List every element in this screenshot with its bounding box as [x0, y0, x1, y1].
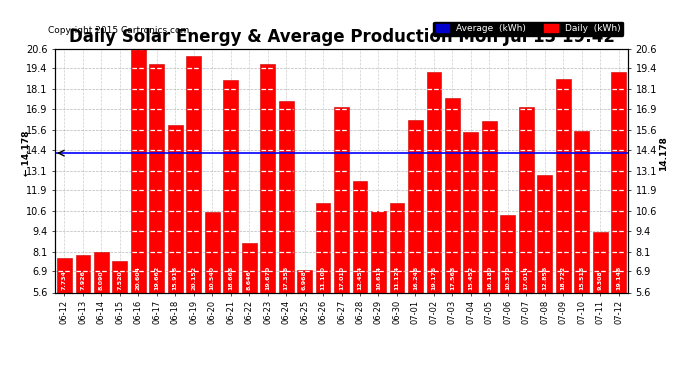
Text: 7.926: 7.926 — [81, 270, 86, 290]
Text: 17.356: 17.356 — [284, 266, 288, 290]
Text: 7.520: 7.520 — [117, 270, 122, 290]
Text: 9.308: 9.308 — [598, 270, 602, 290]
Bar — [574, 131, 589, 375]
Bar — [297, 270, 312, 375]
Text: 10.614: 10.614 — [376, 266, 381, 290]
Text: 14.178: 14.178 — [660, 136, 669, 171]
Bar — [426, 72, 442, 375]
Bar — [390, 203, 404, 375]
Bar — [464, 132, 478, 375]
Title: Daily Solar Energy & Average Production Mon Jul 13 19:42: Daily Solar Energy & Average Production … — [68, 28, 615, 46]
Bar — [75, 255, 90, 375]
Text: 8.090: 8.090 — [99, 270, 104, 290]
Bar — [353, 181, 367, 375]
Text: 19.146: 19.146 — [616, 266, 621, 290]
Bar — [57, 258, 72, 375]
Bar — [371, 211, 386, 375]
Text: 18.668: 18.668 — [228, 266, 233, 290]
Text: 11.124: 11.124 — [395, 266, 400, 290]
Text: 18.722: 18.722 — [561, 266, 566, 290]
Text: 12.454: 12.454 — [357, 266, 362, 290]
Bar — [112, 261, 127, 375]
Text: 7.734: 7.734 — [62, 270, 67, 290]
Text: ← 14.178: ← 14.178 — [22, 130, 31, 176]
Bar — [538, 175, 552, 375]
Text: Copyright 2015 Cartronics.com: Copyright 2015 Cartronics.com — [48, 26, 190, 35]
Bar — [482, 121, 497, 375]
Text: 11.100: 11.100 — [321, 266, 326, 290]
Text: 19.176: 19.176 — [431, 266, 436, 290]
Text: 8.646: 8.646 — [247, 270, 252, 290]
Text: 6.968: 6.968 — [302, 270, 307, 290]
Text: 10.540: 10.540 — [210, 266, 215, 290]
Bar — [150, 64, 164, 375]
Bar — [224, 80, 238, 375]
Text: 19.662: 19.662 — [155, 266, 159, 290]
Text: 15.518: 15.518 — [579, 266, 584, 290]
Text: 15.918: 15.918 — [172, 266, 178, 290]
Bar — [611, 72, 626, 375]
Bar — [556, 79, 571, 375]
Bar — [519, 107, 533, 375]
Text: 10.370: 10.370 — [505, 266, 511, 290]
Bar — [445, 98, 460, 375]
Text: 12.856: 12.856 — [542, 266, 547, 290]
Bar — [241, 243, 257, 375]
Bar — [408, 120, 423, 375]
Bar — [94, 252, 109, 375]
Bar — [260, 64, 275, 375]
Bar — [334, 107, 349, 375]
Text: 17.010: 17.010 — [339, 266, 344, 290]
Bar — [186, 56, 201, 375]
Text: 17.568: 17.568 — [450, 266, 455, 290]
Text: 16.180: 16.180 — [487, 266, 492, 290]
Bar — [279, 102, 293, 375]
Text: 15.452: 15.452 — [469, 266, 473, 290]
Bar — [316, 203, 331, 375]
Text: 19.670: 19.670 — [265, 266, 270, 290]
Text: 20.604: 20.604 — [136, 266, 141, 290]
Bar — [131, 49, 146, 375]
Bar — [168, 125, 183, 375]
Bar — [205, 212, 219, 375]
Bar — [500, 215, 515, 375]
Text: 17.014: 17.014 — [524, 266, 529, 290]
Text: 20.152: 20.152 — [191, 266, 196, 290]
Text: 16.246: 16.246 — [413, 266, 418, 290]
Bar — [593, 232, 608, 375]
Legend: Average  (kWh), Daily  (kWh): Average (kWh), Daily (kWh) — [433, 22, 623, 36]
